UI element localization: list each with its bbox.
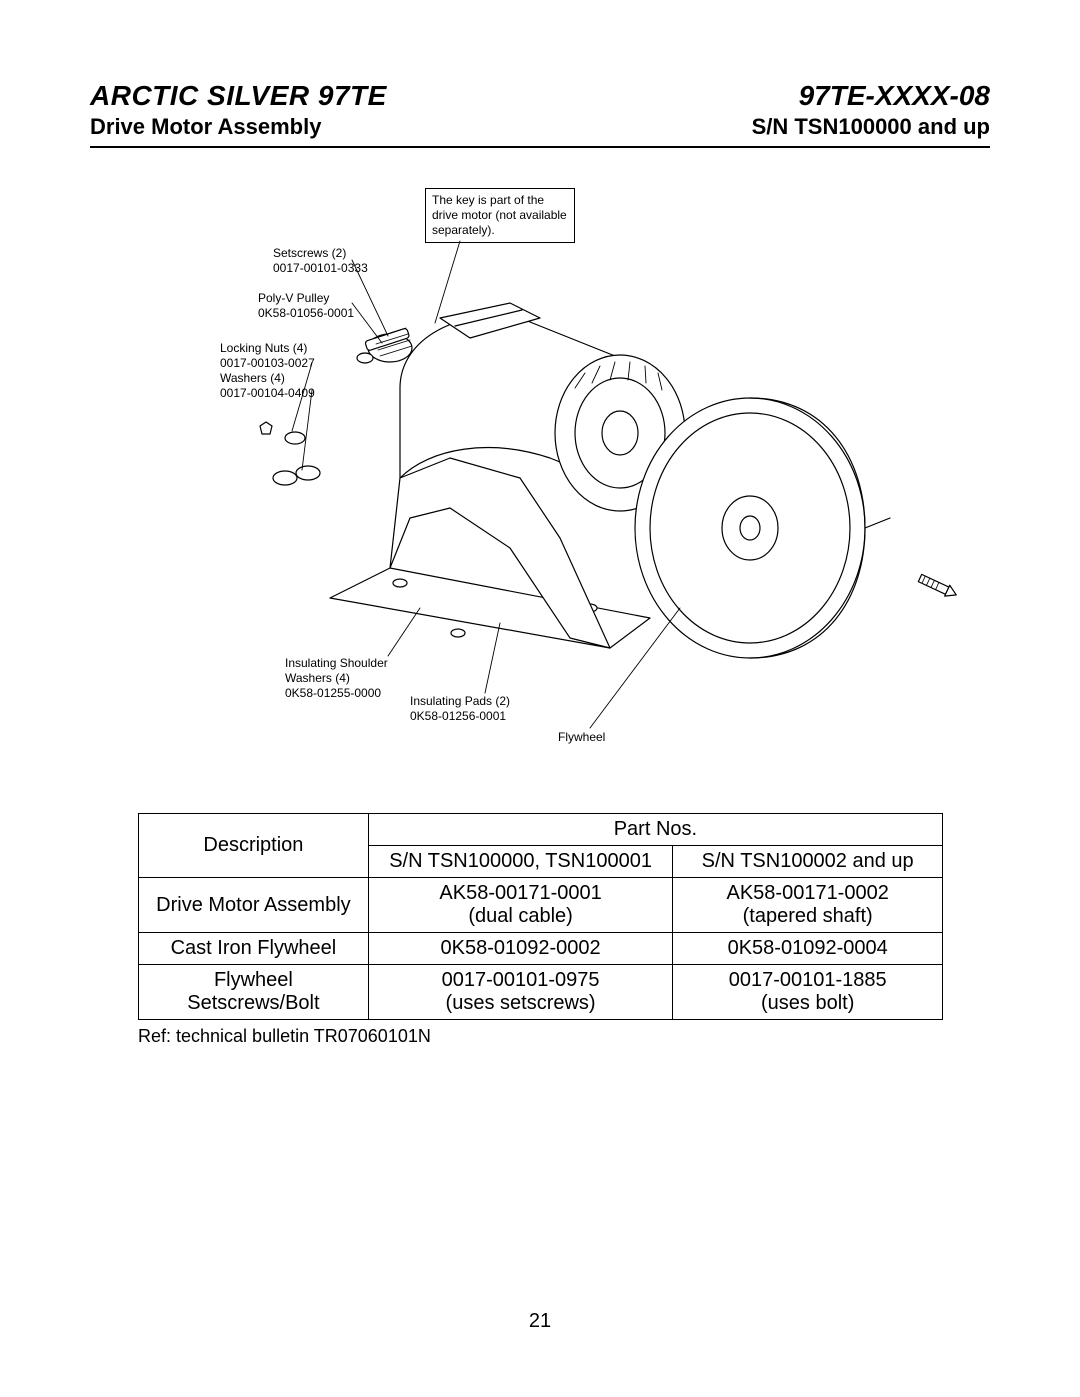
subtitle-right: S/N TSN100000 and up [752,114,990,140]
table-row: Cast Iron Flywheel 0K58-01092-0002 0K58-… [139,933,943,965]
cell-sub: (dual cable) [379,905,663,928]
cell-desc: Flywheel Setscrews/Bolt [139,965,369,1020]
cell-sub: (uses setscrews) [379,992,663,1015]
cell-value: AK58-00171-0002 [726,882,888,904]
table-header-row-1: Description Part Nos. [139,814,943,846]
th-sn-range-2: S/N TSN100002 and up [673,846,943,878]
motor-svg [90,178,990,798]
exploded-diagram: The key is part of the drive motor (not … [90,178,990,798]
parts-table: Description Part Nos. S/N TSN100000, TSN… [138,813,943,1020]
page-content: ARCTIC SILVER 97TE 97TE-XXXX-08 Drive Mo… [90,80,990,1047]
table-row: Flywheel Setscrews/Bolt 0017-00101-0975 … [139,965,943,1020]
cell-c2: 0K58-01092-0004 [673,933,943,965]
cell-desc: Cast Iron Flywheel [139,933,369,965]
table-row: Drive Motor Assembly AK58-00171-0001 (du… [139,878,943,933]
cell-c2: AK58-00171-0002 (tapered shaft) [673,878,943,933]
cell-c1: 0017-00101-0975 (uses setscrews) [368,965,673,1020]
title-left: ARCTIC SILVER 97TE [90,80,387,112]
cell-value: 0017-00101-1885 [729,969,887,991]
cell-c2: 0017-00101-1885 (uses bolt) [673,965,943,1020]
th-sn-range-1: S/N TSN100000, TSN100001 [368,846,673,878]
page-number: 21 [0,1310,1080,1333]
subheader-row: Drive Motor Assembly S/N TSN100000 and u… [90,114,990,140]
cell-c1: 0K58-01092-0002 [368,933,673,965]
title-right: 97TE-XXXX-08 [799,80,990,112]
th-partnos: Part Nos. [368,814,942,846]
table-ref-note: Ref: technical bulletin TR07060101N [138,1026,990,1047]
subtitle-left: Drive Motor Assembly [90,114,321,140]
cell-value: AK58-00171-0001 [439,882,601,904]
cell-sub: (tapered shaft) [683,905,932,928]
header-divider [90,146,990,148]
cell-desc: Drive Motor Assembly [139,878,369,933]
th-description: Description [139,814,369,878]
cell-c1: AK58-00171-0001 (dual cable) [368,878,673,933]
header-row: ARCTIC SILVER 97TE 97TE-XXXX-08 [90,80,990,112]
cell-sub: (uses bolt) [683,992,932,1015]
cell-value: 0017-00101-0975 [442,969,600,991]
